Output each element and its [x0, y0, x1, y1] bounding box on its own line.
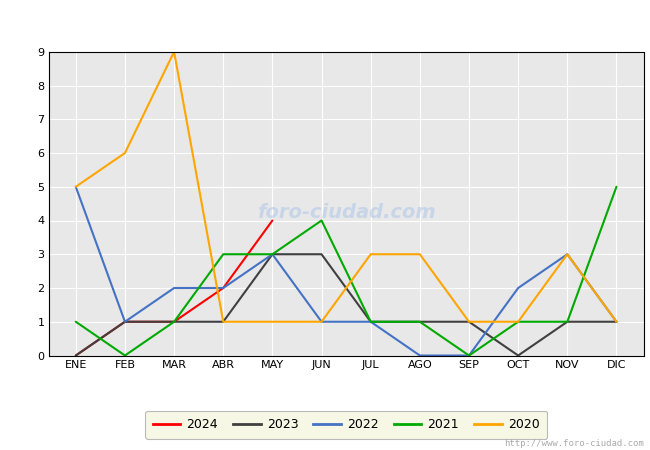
Text: Matriculaciones de Vehiculos en Santo Domingo-Caudilla: Matriculaciones de Vehiculos en Santo Do…	[116, 16, 534, 31]
Legend: 2024, 2023, 2022, 2021, 2020: 2024, 2023, 2022, 2021, 2020	[145, 411, 547, 439]
Text: http://www.foro-ciudad.com: http://www.foro-ciudad.com	[504, 439, 644, 448]
Text: foro-ciudad.com: foro-ciudad.com	[257, 203, 436, 222]
